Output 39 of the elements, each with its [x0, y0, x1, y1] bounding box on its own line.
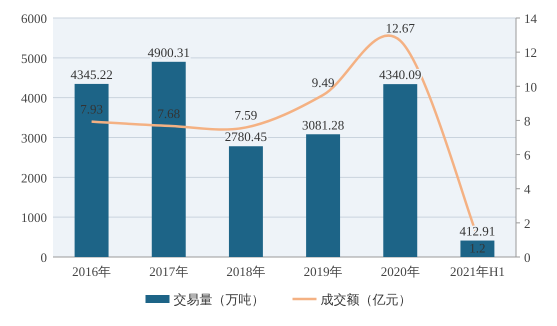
bar	[228, 146, 263, 257]
y2-tick-label: 4	[524, 182, 531, 197]
x-tick-label: 2020年	[380, 264, 420, 279]
data-label: 9.49	[312, 74, 334, 90]
x-tick-label: 2019年	[304, 264, 343, 279]
data-label: 7.59	[234, 107, 258, 122]
y2-tick-label: 6	[524, 148, 531, 163]
x-tick-label: 2021年H1	[450, 264, 505, 279]
y-tick-label: 6000	[21, 11, 47, 26]
bar	[306, 134, 340, 257]
y-tick-label: 2000	[21, 170, 47, 186]
legend-label: 交易量（万吨）	[174, 292, 264, 307]
y-tick-label: 4000	[21, 90, 47, 106]
data-label: 1.2	[469, 240, 486, 256]
y2-tick-label: 10	[524, 79, 537, 94]
legend-label: 成交额（亿元）	[320, 292, 412, 307]
bar	[152, 62, 186, 257]
data-label: 7.93	[80, 102, 103, 117]
y2-tick-label: 0	[524, 250, 530, 265]
data-label: 4345.22	[70, 66, 113, 82]
bar	[74, 84, 109, 257]
y2-tick-label: 2	[524, 216, 530, 231]
bar	[383, 84, 418, 257]
y-tick-label: 0	[40, 250, 47, 265]
bar	[460, 240, 494, 257]
data-label: 2780.45	[224, 129, 268, 144]
data-label: 12.67	[386, 20, 416, 36]
y-tick-label: 1000	[21, 210, 47, 226]
data-label: 4900.31	[148, 44, 190, 60]
y2-tick-label: 8	[524, 113, 530, 128]
x-tick-label: 2016年	[72, 264, 112, 279]
y2-tick-label: 12	[524, 45, 537, 60]
x-tick-label: 2017年	[149, 264, 188, 279]
data-label: 3081.28	[302, 117, 344, 132]
x-tick-label: 2018年	[226, 264, 266, 279]
y-tick-label: 3000	[21, 130, 47, 146]
y2-tick-label: 14	[524, 11, 538, 26]
y-tick-label: 5000	[21, 50, 47, 66]
data-label: 7.68	[157, 106, 180, 121]
